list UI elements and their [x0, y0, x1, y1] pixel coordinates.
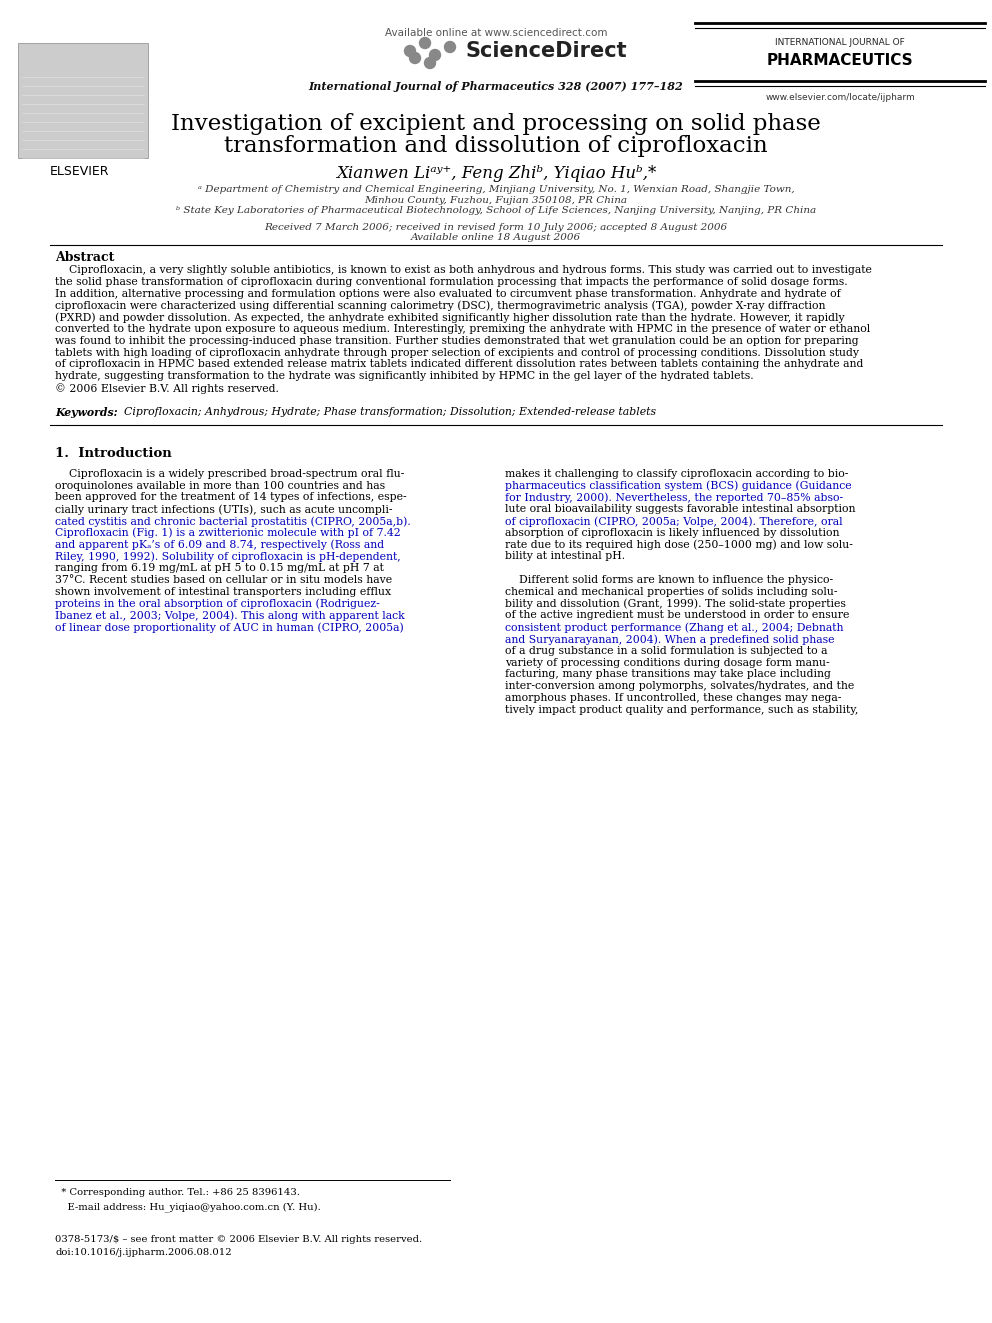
Circle shape: [410, 53, 421, 64]
Text: PHARMACEUTICS: PHARMACEUTICS: [767, 53, 914, 67]
Text: Riley, 1990, 1992). Solubility of ciprofloxacin is pH-dependent,: Riley, 1990, 1992). Solubility of ciprof…: [55, 552, 401, 562]
Text: shown involvement of intestinal transporters including efflux: shown involvement of intestinal transpor…: [55, 587, 391, 597]
Text: doi:10.1016/j.ijpharm.2006.08.012: doi:10.1016/j.ijpharm.2006.08.012: [55, 1248, 231, 1257]
Text: INTERNATIONAL JOURNAL OF: INTERNATIONAL JOURNAL OF: [775, 38, 905, 48]
Text: ᵃ Department of Chemistry and Chemical Engineering, Minjiang University, No. 1, : ᵃ Department of Chemistry and Chemical E…: [197, 185, 795, 194]
Text: Ciprofloxacin (Fig. 1) is a zwitterionic molecule with pI of 7.42: Ciprofloxacin (Fig. 1) is a zwitterionic…: [55, 528, 401, 538]
Text: Different solid forms are known to influence the physico-: Different solid forms are known to influ…: [505, 576, 833, 585]
Text: Keywords:: Keywords:: [55, 406, 118, 418]
Text: ScienceDirect: ScienceDirect: [465, 41, 627, 61]
Text: amorphous phases. If uncontrolled, these changes may nega-: amorphous phases. If uncontrolled, these…: [505, 693, 841, 703]
Text: Available online at www.sciencedirect.com: Available online at www.sciencedirect.co…: [385, 28, 607, 38]
Text: Ciprofloxacin is a widely prescribed broad-spectrum oral flu-: Ciprofloxacin is a widely prescribed bro…: [55, 468, 405, 479]
Text: * Corresponding author. Tel.: +86 25 8396143.: * Corresponding author. Tel.: +86 25 839…: [55, 1188, 300, 1197]
Text: 0378-5173/$ – see front matter © 2006 Elsevier B.V. All rights reserved.: 0378-5173/$ – see front matter © 2006 El…: [55, 1234, 423, 1244]
Text: lute oral bioavailability suggests favorable intestinal absorption: lute oral bioavailability suggests favor…: [505, 504, 855, 515]
Text: Abstract: Abstract: [55, 251, 114, 265]
Text: International Journal of Pharmaceutics 328 (2007) 177–182: International Journal of Pharmaceutics 3…: [309, 81, 683, 93]
Text: absorption of ciprofloxacin is likely influenced by dissolution: absorption of ciprofloxacin is likely in…: [505, 528, 839, 538]
Text: Investigation of excipient and processing on solid phase: Investigation of excipient and processin…: [172, 112, 820, 135]
Text: In addition, alternative processing and formulation options were also evaluated : In addition, alternative processing and …: [55, 288, 841, 299]
Text: Ibanez et al., 2003; Volpe, 2004). This along with apparent lack: Ibanez et al., 2003; Volpe, 2004). This …: [55, 610, 405, 620]
Text: ELSEVIER: ELSEVIER: [50, 165, 109, 179]
Text: www.elsevier.com/locate/ijpharm: www.elsevier.com/locate/ijpharm: [765, 93, 915, 102]
Text: cially urinary tract infections (UTIs), such as acute uncompli-: cially urinary tract infections (UTIs), …: [55, 504, 393, 515]
Text: ᵇ State Key Laboratories of Pharmaceutical Biotechnology, School of Life Science: ᵇ State Key Laboratories of Pharmaceutic…: [176, 206, 816, 216]
Circle shape: [425, 57, 435, 69]
Text: bility and dissolution (Grant, 1999). The solid-state properties: bility and dissolution (Grant, 1999). Th…: [505, 598, 846, 609]
Text: proteins in the oral absorption of ciprofloxacin (Rodriguez-: proteins in the oral absorption of cipro…: [55, 598, 380, 609]
Text: variety of processing conditions during dosage form manu-: variety of processing conditions during …: [505, 658, 829, 668]
Text: for Industry, 2000). Nevertheless, the reported 70–85% abso-: for Industry, 2000). Nevertheless, the r…: [505, 492, 843, 503]
Text: of linear dose proportionality of AUC in human (CIPRO, 2005a): of linear dose proportionality of AUC in…: [55, 622, 404, 632]
Text: Minhou County, Fuzhou, Fujian 350108, PR China: Minhou County, Fuzhou, Fujian 350108, PR…: [364, 196, 628, 205]
FancyBboxPatch shape: [18, 44, 148, 157]
Text: Ciprofloxacin, a very slightly soluble antibiotics, is known to exist as both an: Ciprofloxacin, a very slightly soluble a…: [55, 265, 872, 275]
Text: ranging from 6.19 mg/mL at pH 5 to 0.15 mg/mL at pH 7 at: ranging from 6.19 mg/mL at pH 5 to 0.15 …: [55, 564, 384, 573]
Text: chemical and mechanical properties of solids including solu-: chemical and mechanical properties of so…: [505, 587, 837, 597]
Circle shape: [405, 45, 416, 57]
Text: Received 7 March 2006; received in revised form 10 July 2006; accepted 8 August : Received 7 March 2006; received in revis…: [265, 224, 727, 232]
Text: of a drug substance in a solid formulation is subjected to a: of a drug substance in a solid formulati…: [505, 646, 827, 656]
Text: been approved for the treatment of 14 types of infections, espe-: been approved for the treatment of 14 ty…: [55, 492, 407, 503]
Text: converted to the hydrate upon exposure to aqueous medium. Interestingly, premixi: converted to the hydrate upon exposure t…: [55, 324, 870, 333]
Text: of ciprofloxacin (CIPRO, 2005a; Volpe, 2004). Therefore, oral: of ciprofloxacin (CIPRO, 2005a; Volpe, 2…: [505, 516, 842, 527]
Text: tively impact product quality and performance, such as stability,: tively impact product quality and perfor…: [505, 705, 858, 714]
Text: of the active ingredient must be understood in order to ensure: of the active ingredient must be underst…: [505, 610, 849, 620]
Text: and Suryanarayanan, 2004). When a predefined solid phase: and Suryanarayanan, 2004). When a predef…: [505, 634, 834, 644]
Text: consistent product performance (Zhang et al., 2004; Debnath: consistent product performance (Zhang et…: [505, 622, 843, 632]
Text: 37°C. Recent studies based on cellular or in situ models have: 37°C. Recent studies based on cellular o…: [55, 576, 392, 585]
Text: hydrate, suggesting transformation to the hydrate was significantly inhibited by: hydrate, suggesting transformation to th…: [55, 372, 754, 381]
Text: pharmaceutics classification system (BCS) guidance (Guidance: pharmaceutics classification system (BCS…: [505, 480, 851, 491]
Text: Available online 18 August 2006: Available online 18 August 2006: [411, 233, 581, 242]
Text: was found to inhibit the processing-induced phase transition. Further studies de: was found to inhibit the processing-indu…: [55, 336, 859, 345]
Text: © 2006 Elsevier B.V. All rights reserved.: © 2006 Elsevier B.V. All rights reserved…: [55, 382, 279, 394]
Text: rate due to its required high dose (250–1000 mg) and low solu-: rate due to its required high dose (250–…: [505, 540, 853, 550]
Text: ciprofloxacin were characterized using differential scanning calorimetry (DSC), : ciprofloxacin were characterized using d…: [55, 300, 825, 311]
Text: inter-conversion among polymorphs, solvates/hydrates, and the: inter-conversion among polymorphs, solva…: [505, 681, 854, 691]
Text: transformation and dissolution of ciprofloxacin: transformation and dissolution of ciprof…: [224, 135, 768, 157]
Text: Ciprofloxacin; Anhydrous; Hydrate; Phase transformation; Dissolution; Extended-r: Ciprofloxacin; Anhydrous; Hydrate; Phase…: [117, 406, 656, 417]
Text: the solid phase transformation of ciprofloxacin during conventional formulation : the solid phase transformation of ciprof…: [55, 277, 847, 287]
Circle shape: [430, 49, 440, 61]
Circle shape: [444, 41, 455, 53]
Circle shape: [420, 37, 431, 49]
Text: cated cystitis and chronic bacterial prostatitis (CIPRO, 2005a,b).: cated cystitis and chronic bacterial pro…: [55, 516, 411, 527]
Text: and apparent pKₐ’s of 6.09 and 8.74, respectively (Ross and: and apparent pKₐ’s of 6.09 and 8.74, res…: [55, 540, 384, 550]
Text: of ciprofloxacin in HPMC based extended release matrix tablets indicated differe: of ciprofloxacin in HPMC based extended …: [55, 360, 863, 369]
Text: facturing, many phase transitions may take place including: facturing, many phase transitions may ta…: [505, 669, 831, 680]
Text: oroquinolones available in more than 100 countries and has: oroquinolones available in more than 100…: [55, 480, 385, 491]
Text: bility at intestinal pH.: bility at intestinal pH.: [505, 552, 625, 561]
Text: (PXRD) and powder dissolution. As expected, the anhydrate exhibited significantl: (PXRD) and powder dissolution. As expect…: [55, 312, 844, 323]
Text: makes it challenging to classify ciprofloxacin according to bio-: makes it challenging to classify ciprofl…: [505, 468, 848, 479]
Text: Xianwen Liᵃʸ⁺, Feng Zhiᵇ, Yiqiao Huᵇ,*: Xianwen Liᵃʸ⁺, Feng Zhiᵇ, Yiqiao Huᵇ,*: [336, 165, 656, 183]
Text: tablets with high loading of ciprofloxacin anhydrate through proper selection of: tablets with high loading of ciprofloxac…: [55, 348, 859, 357]
Text: E-mail address: Hu_yiqiao@yahoo.com.cn (Y. Hu).: E-mail address: Hu_yiqiao@yahoo.com.cn (…: [55, 1203, 320, 1212]
Text: 1.  Introduction: 1. Introduction: [55, 447, 172, 460]
